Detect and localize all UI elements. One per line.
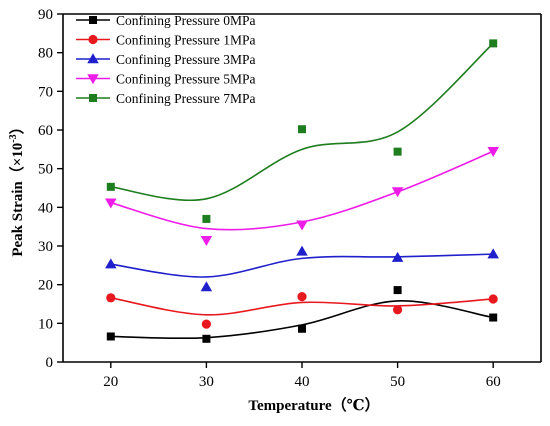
data-point-confining-pressure-5mpa-x60 <box>487 147 499 158</box>
data-point-confining-pressure-3mpa-x20 <box>105 258 117 269</box>
legend-marker-confining-pressure-0mpa <box>89 16 97 24</box>
x-axis-title: Temperature（℃） <box>248 396 379 414</box>
y-tick-label-90: 90 <box>38 7 53 23</box>
data-point-confining-pressure-7mpa-x50 <box>393 147 402 156</box>
markers-layer <box>105 39 499 343</box>
x-tick-label-50: 50 <box>390 374 405 390</box>
series-curve-confining-pressure-3mpa <box>110 253 494 278</box>
data-point-confining-pressure-3mpa-x60 <box>487 248 499 259</box>
legend: Confining Pressure 0MPa Confining Pressur… <box>76 13 256 106</box>
data-point-confining-pressure-3mpa-x40 <box>296 245 308 256</box>
data-point-confining-pressure-0mpa-x60 <box>489 313 498 322</box>
data-point-confining-pressure-1mpa-x30 <box>201 319 211 329</box>
data-point-confining-pressure-0mpa-x30 <box>202 334 211 343</box>
y-tick-label-50: 50 <box>38 162 53 178</box>
data-point-confining-pressure-1mpa-x20 <box>106 293 116 303</box>
data-point-confining-pressure-5mpa-x50 <box>391 187 404 198</box>
series-curve-confining-pressure-5mpa <box>110 150 494 231</box>
data-point-confining-pressure-7mpa-x20 <box>106 182 115 191</box>
series-curve-confining-pressure-7mpa <box>110 42 494 201</box>
legend-marker-confining-pressure-1mpa <box>88 34 98 45</box>
data-point-confining-pressure-1mpa-x60 <box>488 294 498 304</box>
x-tick-label-30: 30 <box>199 374 214 390</box>
x-tick-label-40: 40 <box>295 374 310 390</box>
data-point-confining-pressure-0mpa-x50 <box>393 286 402 295</box>
data-point-confining-pressure-5mpa-x20 <box>105 198 117 209</box>
legend-label-confining-pressure-7mpa: Confining Pressure 7MPa <box>116 91 256 106</box>
legend-marker-confining-pressure-7mpa <box>89 94 97 102</box>
legend-label-confining-pressure-3mpa: Confining Pressure 3MPa <box>116 52 256 67</box>
y-tick-label-60: 60 <box>38 123 53 139</box>
data-point-confining-pressure-1mpa-x50 <box>393 305 403 315</box>
y-tick-label-30: 30 <box>38 239 53 255</box>
data-point-confining-pressure-3mpa-x30 <box>200 281 213 292</box>
data-point-confining-pressure-5mpa-x40 <box>296 220 308 231</box>
y-tick-label-70: 70 <box>38 84 53 100</box>
legend-marker-confining-pressure-5mpa <box>87 74 99 85</box>
legend-label-confining-pressure-0mpa: Confining Pressure 0MPa <box>116 13 256 28</box>
y-tick-label-0: 0 <box>46 355 54 371</box>
axes-layer: 20 30 40 50 60 0 10 20 30 40 50 60 70 80 90 Temperature… <box>8 7 542 414</box>
y-tick-label-40: 40 <box>38 200 53 216</box>
y-axis-title: Peak Strain（×10-3） <box>8 119 26 256</box>
y-tick-label-80: 80 <box>38 46 53 62</box>
data-point-confining-pressure-0mpa-x40 <box>298 324 306 333</box>
legend-marker-confining-pressure-3mpa <box>87 53 99 64</box>
y-tick-label-10: 10 <box>38 316 53 332</box>
data-point-confining-pressure-5mpa-x30 <box>200 235 213 246</box>
x-tick-label-60: 60 <box>486 374 501 390</box>
data-point-confining-pressure-7mpa-x30 <box>202 214 211 223</box>
legend-label-confining-pressure-1mpa: Confining Pressure 1MPa <box>116 33 256 48</box>
data-point-confining-pressure-7mpa-x60 <box>489 39 498 48</box>
series-curve-confining-pressure-1mpa <box>110 297 494 316</box>
legend-label-confining-pressure-5mpa: Confining Pressure 5MPa <box>116 72 256 87</box>
data-point-confining-pressure-3mpa-x50 <box>391 251 404 262</box>
x-tick-label-20: 20 <box>103 374 118 390</box>
data-point-confining-pressure-7mpa-x40 <box>298 125 306 134</box>
y-tick-label-20: 20 <box>38 278 53 294</box>
data-point-confining-pressure-0mpa-x20 <box>106 332 115 341</box>
data-point-confining-pressure-1mpa-x40 <box>297 292 307 302</box>
